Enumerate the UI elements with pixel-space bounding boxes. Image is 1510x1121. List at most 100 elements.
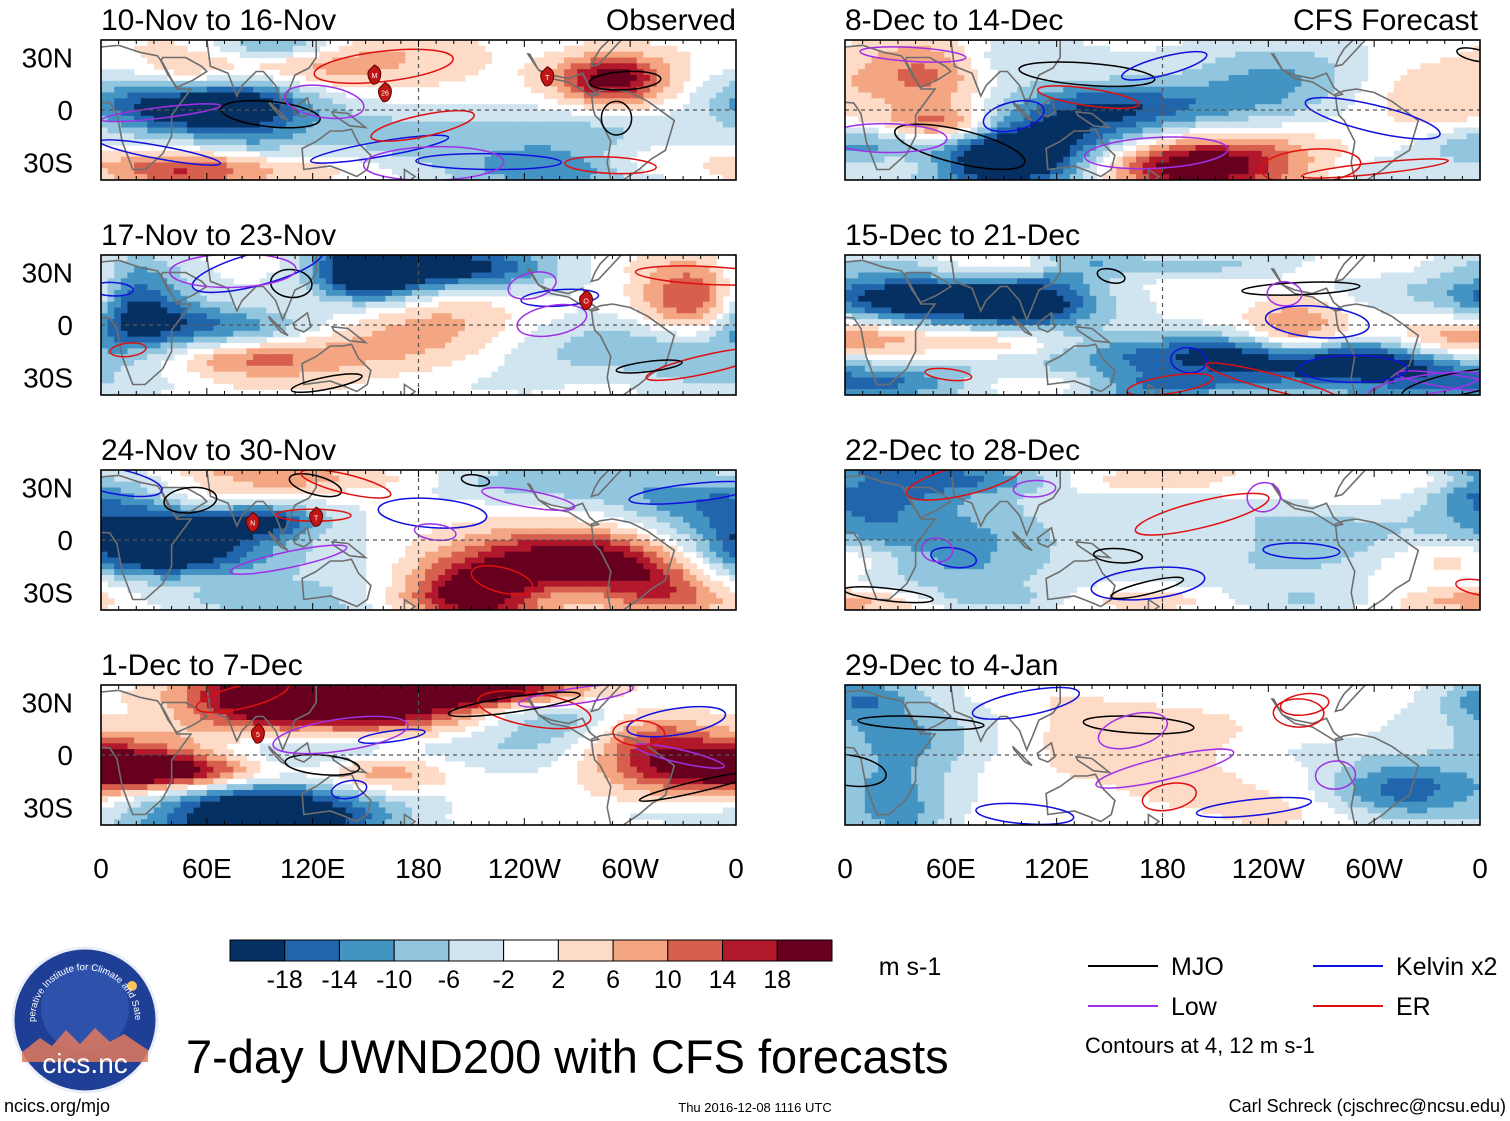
x-tick-label: 120W: [1232, 853, 1306, 884]
contour-line: [1204, 362, 1343, 395]
contour-line: [1141, 782, 1197, 812]
panel-title: 8-Dec to 14-Dec: [845, 4, 1063, 37]
contour-line: [1082, 715, 1195, 735]
storm-label: T: [314, 515, 319, 522]
colorbar-units: m s-1: [879, 953, 942, 981]
wave-contours: [101, 470, 736, 596]
storm-label: M: [371, 73, 377, 80]
site-url: ncics.org/mjo: [4, 1096, 110, 1116]
coastlines: [845, 40, 1420, 180]
contour-line: [1110, 576, 1185, 600]
line-legend: MJO Kelvin x2 Low ER: [1088, 953, 1497, 1021]
coastline: [160, 56, 209, 89]
legend-note: Contours at 4, 12 m s-1: [1085, 1033, 1315, 1058]
storm-marker: T: [309, 506, 324, 527]
coastline: [292, 741, 312, 763]
contour-line: [370, 109, 475, 142]
panel-3: 1-Dec to 7-Dec 30N 0 30S: [22, 649, 737, 826]
contour-line: [982, 99, 1045, 133]
coastline: [1074, 540, 1113, 559]
coastline: [590, 255, 623, 283]
coastline: [590, 470, 623, 498]
figure-title: 7-day UWND200 with CFS forecasts: [186, 1030, 949, 1083]
contour-line: [634, 265, 736, 286]
contour-line: [845, 122, 948, 154]
coastline: [1036, 526, 1056, 548]
coastline: [403, 813, 417, 825]
contour-line: [1298, 354, 1409, 384]
y-tick-label: 30S: [23, 793, 73, 824]
colorbar-tick-label: 14: [709, 966, 737, 994]
coastline: [1334, 470, 1367, 498]
y-tick-label: 0: [57, 310, 73, 341]
coastline: [590, 685, 623, 713]
coastline: [267, 100, 289, 122]
coastline: [101, 44, 193, 171]
panel-7: 29-Dec to 4-Jan: [844, 649, 1481, 826]
colorbar-swatch: [557, 939, 614, 962]
legend-label: Kelvin x2: [1396, 953, 1497, 981]
wave-contours: [845, 470, 1480, 604]
wave-contours: [195, 685, 736, 802]
coastline: [526, 483, 601, 527]
coastline: [1036, 741, 1056, 763]
y-tick-label: 30N: [22, 688, 73, 719]
contour-line: [1262, 542, 1341, 560]
panel-1: 17-Nov to 23-Nov 30N 0 30S: [22, 219, 737, 396]
legend-label: MJO: [1171, 953, 1224, 981]
panel-title: 24-Nov to 30-Nov: [101, 434, 336, 467]
coastline: [267, 745, 289, 767]
contour-line: [460, 473, 491, 487]
contour-line: [1097, 711, 1169, 750]
hurricane-icon: [367, 64, 382, 85]
contour-line: [857, 715, 985, 731]
storm-marker: 26: [377, 81, 392, 103]
coastline: [590, 303, 676, 395]
storm-label: 5: [256, 732, 260, 739]
coastlines: [845, 685, 1420, 825]
coastline: [1270, 698, 1345, 742]
contour-line: [101, 139, 222, 166]
wind-field: [101, 470, 736, 610]
coastline: [845, 474, 937, 601]
sun-icon: [127, 981, 137, 991]
coastline: [1270, 53, 1345, 97]
coastline: [160, 486, 209, 519]
colorbar-swatch: [448, 939, 505, 962]
coastline: [205, 685, 318, 752]
contour-line: [905, 470, 1023, 501]
wind-field: [845, 685, 1480, 825]
contour-line: [163, 486, 218, 514]
contour-line: [845, 753, 887, 788]
hurricane-icon: [540, 66, 555, 87]
contour-line: [628, 480, 736, 505]
panel-4: 8-Dec to 14-Dec: [844, 4, 1481, 181]
hurricane-icon: [377, 81, 392, 103]
hurricane-icon: [250, 723, 265, 744]
contour-line: [481, 486, 576, 512]
logo-mountains: [22, 1028, 148, 1062]
x-tick-label: 60E: [926, 853, 976, 884]
x-tick-label: 0: [1472, 853, 1488, 884]
coastline: [1270, 483, 1345, 527]
author-credit: Carl Schreck (cjschrec@ncsu.edu): [1229, 1096, 1506, 1116]
coastlines: [101, 40, 676, 180]
contour-line: [516, 303, 588, 338]
coastline: [1334, 733, 1420, 825]
contour-line: [109, 342, 147, 358]
contour-line: [101, 470, 163, 498]
x-tick-label: 180: [1139, 853, 1186, 884]
coastline: [301, 773, 372, 823]
coastlines: [101, 685, 676, 825]
y-tick-label: 30N: [22, 43, 73, 74]
coastline: [292, 311, 312, 333]
colorbar-swatch: [667, 939, 724, 962]
contour-line: [564, 156, 657, 175]
contour-line: [101, 281, 135, 297]
y-tick-label: 30N: [22, 473, 73, 504]
coastline: [1334, 255, 1367, 283]
timestamp: Thu 2016-12-08 1116 UTC: [678, 1100, 831, 1115]
contour-line: [1456, 47, 1480, 63]
coastline: [1011, 530, 1033, 552]
